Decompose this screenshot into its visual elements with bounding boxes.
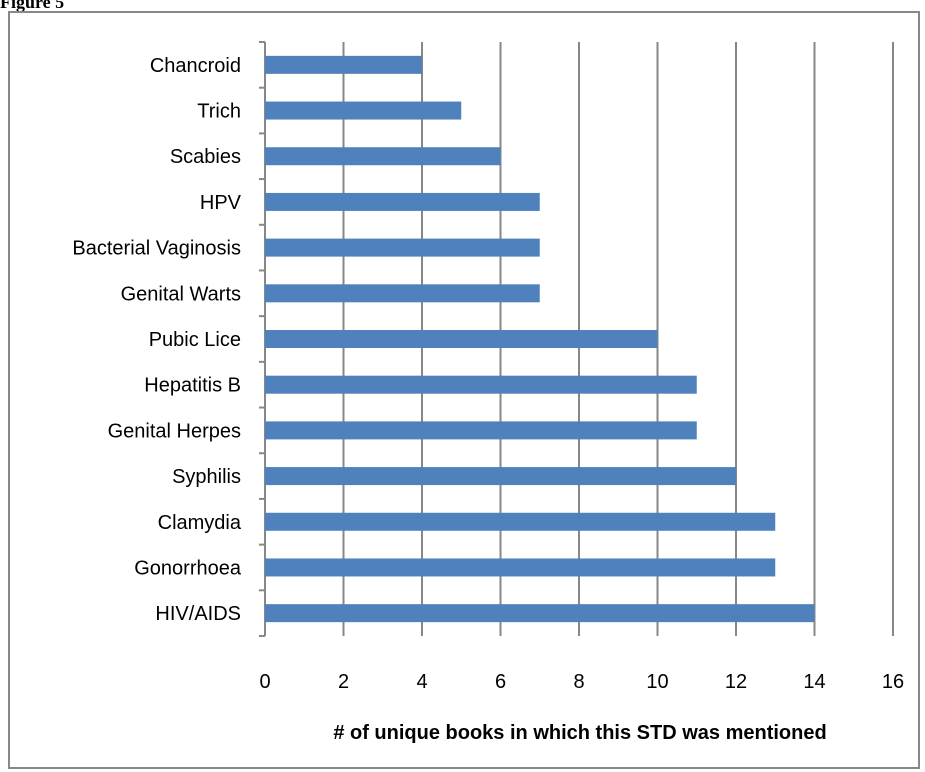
bar-hepatitis-b xyxy=(265,375,697,394)
bar-gonorrhoea xyxy=(265,558,776,577)
category-label: Genital Herpes xyxy=(108,420,241,442)
category-label: HIV/AIDS xyxy=(155,603,241,625)
x-tick-label: 10 xyxy=(646,671,668,693)
bar-chancroid xyxy=(265,55,422,74)
bar-trich xyxy=(265,101,462,120)
bar-scabies xyxy=(265,147,501,166)
x-tick-label: 0 xyxy=(259,671,270,693)
x-tick-label: 4 xyxy=(416,671,427,693)
category-label: Clamydia xyxy=(158,512,242,534)
category-label: Syphilis xyxy=(172,466,241,488)
x-tick-label: 16 xyxy=(882,671,904,693)
x-tick-label: 12 xyxy=(725,671,747,693)
category-label: Gonorrhoea xyxy=(134,557,242,579)
bar-genital-warts xyxy=(265,284,540,303)
bar-clamydia xyxy=(265,512,776,531)
category-label: Scabies xyxy=(170,146,241,168)
category-label: Bacterial Vaginosis xyxy=(72,238,241,260)
bar-genital-herpes xyxy=(265,421,697,440)
bar-bacterial-vaginosis xyxy=(265,238,540,257)
x-tick-label: 2 xyxy=(338,671,349,693)
x-tick-label: 8 xyxy=(573,671,584,693)
x-tick-label: 14 xyxy=(803,671,825,693)
category-label: Hepatitis B xyxy=(144,375,241,397)
x-axis-title: # of unique books in which this STD was … xyxy=(333,722,826,744)
category-label: Chancroid xyxy=(150,55,241,77)
figure-label: Figure 5 xyxy=(0,0,65,12)
bar-syphilis xyxy=(265,467,736,486)
category-label: HPV xyxy=(200,192,242,214)
chart-frame xyxy=(8,11,920,769)
category-label: Pubic Lice xyxy=(149,329,241,351)
category-label: Trich xyxy=(197,101,241,123)
bar-hpv xyxy=(265,192,540,211)
category-label: Genital Warts xyxy=(121,283,241,305)
bar-hiv-aids xyxy=(265,604,815,623)
x-tick-label: 6 xyxy=(495,671,506,693)
bar-pubic-lice xyxy=(265,330,658,348)
